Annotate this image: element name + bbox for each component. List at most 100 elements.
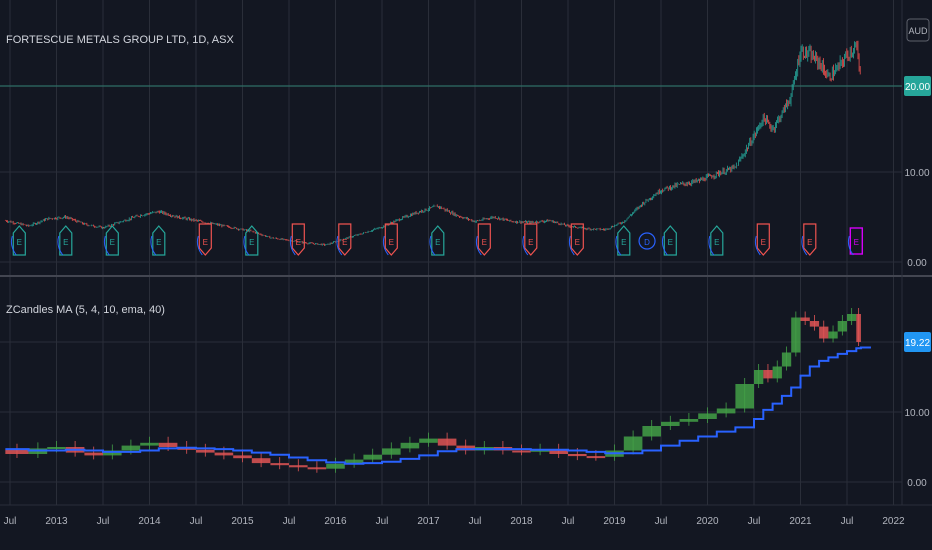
x-tick-label: 2017: [417, 516, 440, 527]
earnings-marker-letter: E: [621, 238, 626, 247]
earnings-marker-icon[interactable]: E: [708, 225, 724, 256]
zcandle-body: [642, 426, 661, 437]
currency-button[interactable]: AUD: [906, 18, 930, 42]
zcandle-body: [103, 450, 122, 456]
earnings-marker-letter: E: [807, 238, 812, 247]
earnings-marker-icon[interactable]: E: [429, 225, 445, 256]
top-y-tick-0: 0.00: [907, 258, 927, 269]
x-tick-label: 2014: [138, 516, 161, 527]
earnings-marker-icon[interactable]: E: [196, 223, 212, 256]
time-axis[interactable]: Jul 2013 Jul 2014 Jul 2015 Jul 2016 Jul 2017 Jul 20…: [4, 516, 905, 527]
earnings-marker-letter: E: [435, 238, 440, 247]
earnings-marker-letter: E: [854, 238, 859, 247]
earnings-marker-icon[interactable]: E: [847, 227, 863, 256]
zcandle-body: [400, 442, 420, 449]
earnings-marker-icon[interactable]: D: [638, 232, 656, 250]
zcandle-body: [419, 438, 438, 443]
earnings-marker-letter: E: [63, 238, 68, 247]
x-tick-label: 2022: [882, 516, 905, 527]
earnings-marker-letter: E: [296, 238, 301, 247]
zcandle-body: [772, 366, 782, 379]
zcandle-body: [233, 455, 252, 459]
zcandle-body: [270, 463, 289, 466]
zcandle-body: [363, 454, 382, 460]
x-tick-label: 2021: [789, 516, 812, 527]
zcandles-layer: [5, 308, 861, 473]
x-tick-label: Jul: [97, 516, 110, 527]
zcandle-body: [158, 442, 178, 447]
zcandle-body: [140, 442, 159, 446]
earnings-marker-icon[interactable]: E: [661, 225, 677, 256]
grid-bottom: [0, 341, 902, 483]
earnings-marker-icon[interactable]: E: [57, 225, 73, 256]
earnings-marker-icon[interactable]: E: [754, 223, 770, 256]
x-tick-label: Jul: [841, 516, 854, 527]
x-tick-label: 2018: [510, 516, 533, 527]
zcandle-body: [837, 321, 847, 332]
zcandle-body: [754, 370, 764, 384]
earnings-marker-letter: E: [110, 238, 115, 247]
earnings-marker-letter: E: [249, 238, 254, 247]
ma-value-badge[interactable]: 19.22: [904, 332, 931, 352]
earnings-marker-icon[interactable]: E: [150, 225, 166, 256]
zcandle-body: [84, 452, 103, 456]
x-tick-label: Jul: [748, 516, 761, 527]
earnings-marker-icon[interactable]: E: [801, 223, 817, 256]
zcandle-body: [47, 447, 66, 449]
x-tick-label: Jul: [190, 516, 203, 527]
x-tick-label: Jul: [283, 516, 296, 527]
earnings-marker-icon[interactable]: E: [103, 225, 119, 256]
vertical-grid: [9, 0, 894, 505]
earnings-marker-icon[interactable]: E: [382, 223, 398, 256]
bottom-y-tick-10: 10.00: [904, 408, 929, 419]
zcandle-body: [382, 448, 401, 455]
zcandle-body: [344, 459, 364, 464]
zcandle-body: [307, 467, 327, 470]
earnings-marker-letter: E: [342, 238, 347, 247]
price-series-layer: [4, 40, 861, 246]
zcandle-body: [856, 314, 861, 342]
zcandle-body: [549, 449, 568, 454]
bottom-panel-title[interactable]: ZCandles MA (5, 4, 10, ema, 40): [6, 304, 165, 316]
x-tick-label: Jul: [4, 516, 17, 527]
zcandle-body: [661, 421, 680, 426]
grid-top: [0, 171, 902, 263]
x-tick-label: 2020: [696, 516, 719, 527]
earnings-marker-icon[interactable]: E: [615, 225, 631, 256]
zcandle-body: [121, 445, 141, 451]
earnings-marker-icon[interactable]: E: [289, 223, 305, 256]
earnings-marker-letter: D: [644, 238, 650, 247]
zcandle-body: [289, 465, 308, 468]
x-tick-label: Jul: [655, 516, 668, 527]
zcandle-body: [828, 331, 838, 339]
x-tick-label: Jul: [376, 516, 389, 527]
ma-line-layer: [5, 346, 871, 465]
zcandle-body: [809, 321, 820, 327]
zcandle-body: [196, 449, 215, 453]
x-tick-label: 2015: [231, 516, 254, 527]
earnings-marker-icon[interactable]: E: [568, 223, 584, 256]
earnings-marker-icon[interactable]: E: [336, 223, 352, 256]
earnings-marker-icon[interactable]: E: [475, 223, 491, 256]
zcandle-body: [781, 352, 792, 367]
earnings-marker-icon[interactable]: E: [522, 223, 538, 256]
earnings-marker-letter: E: [17, 238, 22, 247]
zcandle-body: [800, 317, 810, 321]
zcandle-body: [5, 449, 29, 454]
earnings-marker-letter: E: [482, 238, 487, 247]
zcandle-body: [512, 450, 531, 453]
earnings-marker-icon[interactable]: E: [10, 225, 26, 256]
earnings-marker-icon[interactable]: E: [243, 225, 259, 256]
zcandle-body: [568, 454, 587, 457]
earnings-marker-letter: E: [156, 238, 161, 247]
zcandle-body: [698, 413, 717, 419]
earnings-marker-letter: E: [203, 238, 208, 247]
zcandle-body: [847, 314, 857, 321]
top-panel-title[interactable]: FORTESCUE METALS GROUP LTD, 1D, ASX: [6, 34, 234, 46]
ma-series-line: [5, 346, 871, 465]
zcandle-body: [214, 452, 234, 456]
price-badge[interactable]: 20.00: [904, 76, 931, 96]
x-tick-label: 2016: [324, 516, 347, 527]
